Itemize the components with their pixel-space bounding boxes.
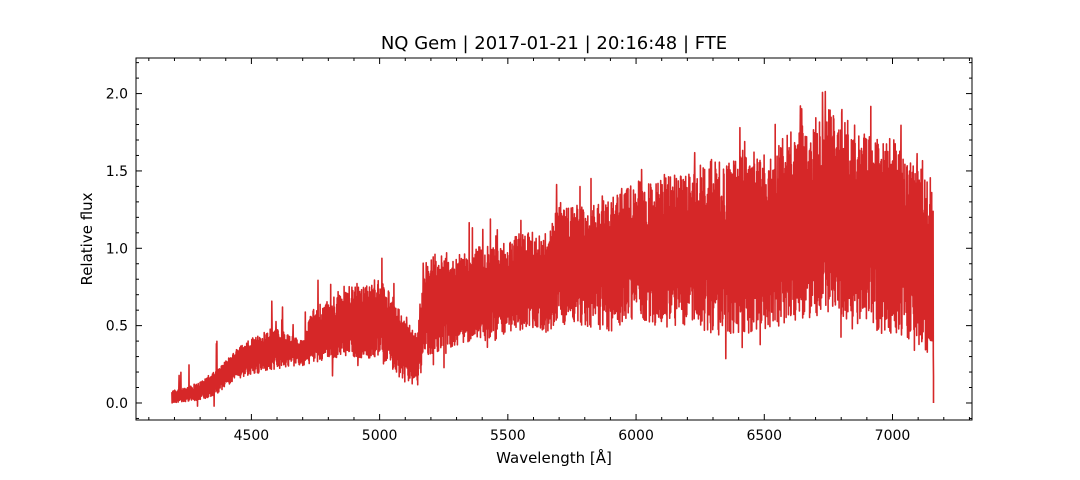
- chart-title: NQ Gem | 2017-01-21 | 20:16:48 | FTE: [381, 33, 727, 54]
- y-axis-label: Relative flux: [78, 192, 96, 285]
- x-tick-label: 4500: [234, 428, 270, 444]
- x-tick-label: 5500: [490, 428, 526, 444]
- y-tick-label: 2.0: [106, 87, 128, 103]
- y-tick-label: 0.0: [106, 396, 128, 412]
- x-tick-label: 5000: [362, 428, 398, 444]
- y-tick-label: 1.5: [106, 164, 128, 180]
- y-tick-label: 0.5: [106, 319, 128, 335]
- x-axis-label: Wavelength [Å]: [496, 448, 612, 467]
- x-tick-label: 6500: [746, 428, 782, 444]
- x-tick-label: 7000: [875, 428, 911, 444]
- y-tick-label: 1.0: [106, 241, 128, 257]
- x-tick-label: 6000: [618, 428, 654, 444]
